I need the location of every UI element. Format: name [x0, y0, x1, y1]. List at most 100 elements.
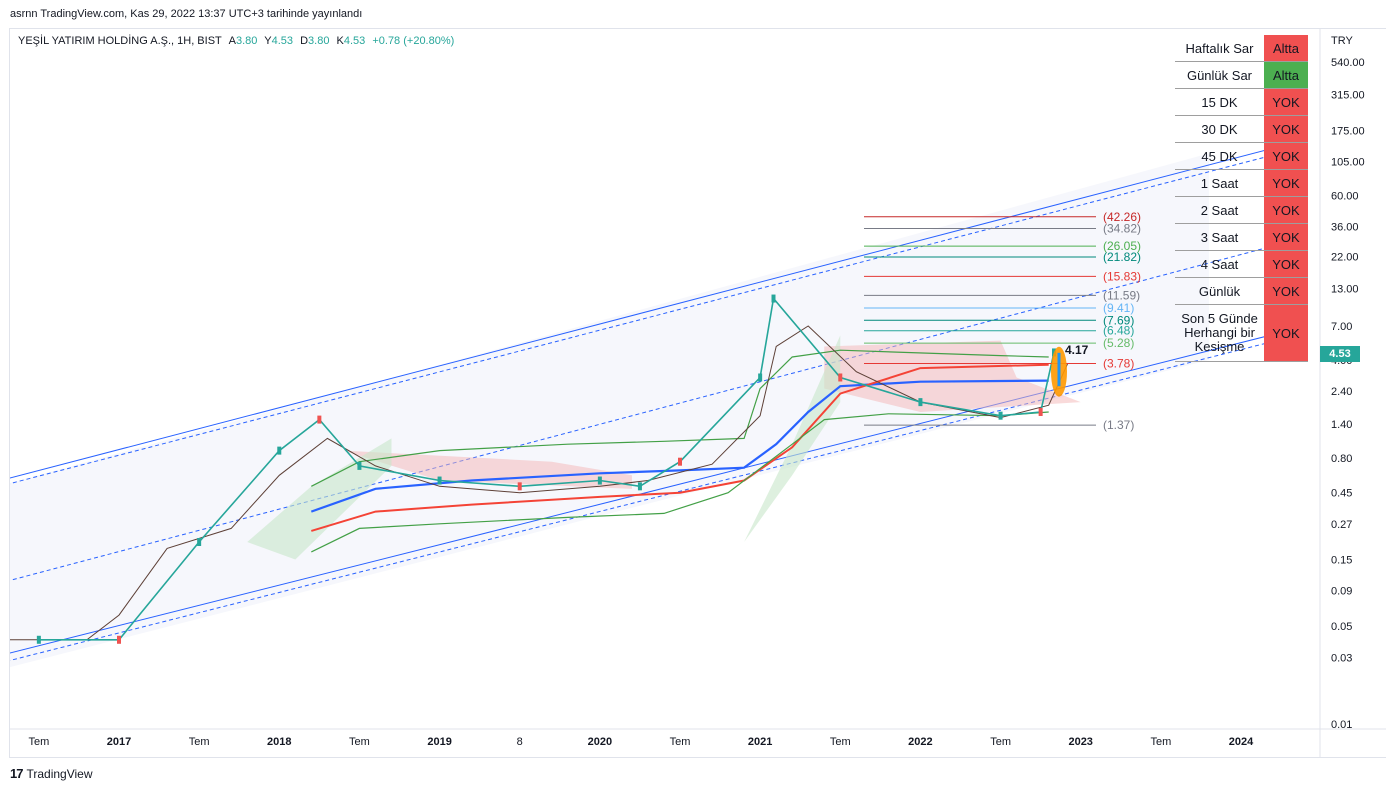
symbol-legend: YEŞİL YATIRIM HOLDİNG A.Ş., 1H, BIST A3.… [18, 35, 458, 47]
price-candle [1038, 407, 1043, 416]
signal-status: YOK [1264, 169, 1308, 197]
signal-row: 1 Saat YOK [1175, 169, 1308, 197]
fib-level-label: (42.26) [1103, 210, 1141, 224]
price-candle [597, 476, 602, 485]
signal-row: 4 Saat YOK [1175, 250, 1308, 278]
fib-level-label: (6.48) [1103, 324, 1134, 338]
price-candle [918, 398, 923, 407]
price-tick-label: 175.00 [1331, 126, 1365, 138]
last-price-tag: 4.53 [1320, 346, 1360, 362]
price-candle [277, 446, 282, 455]
time-tick-label: Tem [29, 736, 50, 748]
tradingview-logo-icon[interactable]: 17 [10, 766, 24, 781]
signal-name: 1 Saat [1175, 169, 1264, 197]
signal-name: 15 DK [1175, 88, 1264, 116]
price-tick-label: 2.40 [1331, 386, 1352, 398]
high-value: 4.53 [271, 35, 294, 47]
price-tick-label: 7.00 [1331, 321, 1352, 333]
price-candle [637, 482, 642, 491]
price-candle [678, 457, 682, 466]
time-tick-label: 8 [517, 736, 523, 748]
price-tick-label: 13.00 [1331, 283, 1359, 295]
signal-status: YOK [1264, 88, 1308, 116]
price-tick-label: 0.15 [1331, 555, 1352, 567]
time-tick-label: 2020 [588, 736, 612, 748]
signal-name: Haftalık Sar [1175, 35, 1264, 62]
price-candle [998, 411, 1003, 420]
price-tick-label: 540.00 [1331, 57, 1365, 69]
time-tick-label: 2017 [107, 736, 131, 748]
signal-status: YOK [1264, 277, 1308, 305]
signal-row: Haftalık Sar Altta [1175, 35, 1308, 62]
fib-level-label: (15.83) [1103, 269, 1141, 283]
change-value: +0.78 (+20.80%) [372, 35, 455, 47]
time-tick-label: 2019 [427, 736, 451, 748]
low-value: 3.80 [308, 35, 330, 47]
signal-table: Haftalık Sar Altta Günlük Sar Altta 15 DK YOK… [1175, 35, 1308, 362]
price-tick-label: 1.40 [1331, 419, 1352, 431]
signal-status: YOK [1264, 223, 1308, 251]
price-tick-label: 105.00 [1331, 157, 1365, 169]
price-tick-label: 0.01 [1331, 719, 1352, 731]
fib-level-label: (5.28) [1103, 336, 1134, 350]
time-tick-label: 2023 [1068, 736, 1092, 748]
fib-level-label: (7.69) [1103, 313, 1134, 327]
footer: 17 TradingView [10, 766, 93, 781]
cloud-red [343, 450, 632, 489]
signal-row: 2 Saat YOK [1175, 196, 1308, 224]
time-tick-label: Tem [670, 736, 691, 748]
price-candle [317, 415, 322, 424]
band-upper [311, 349, 1049, 487]
open-label: A [228, 35, 236, 47]
annotation-label: 4.17 [1065, 343, 1089, 357]
price-candle [838, 373, 843, 382]
band-lower [311, 411, 1049, 553]
footer-brand[interactable]: TradingView [26, 766, 93, 781]
fib-level-label: (11.59) [1103, 288, 1140, 302]
signal-status: YOK [1264, 196, 1308, 224]
cloud-green [247, 438, 392, 560]
close-value: 4.53 [343, 35, 366, 47]
channel-lower-dash [10, 336, 1290, 661]
signal-status: Altta [1264, 61, 1308, 89]
price-tick-label: 0.05 [1331, 621, 1352, 633]
price-tick-label: 0.27 [1331, 519, 1352, 531]
signal-name: Son 5 Günde Herhangi bir Kesişme [1175, 304, 1264, 362]
signal-name: 4 Saat [1175, 250, 1264, 278]
close-label: K [336, 35, 344, 47]
published-note: asrnn TradingView.com, Kas 29, 2022 13:3… [10, 8, 363, 20]
price-candle [437, 476, 442, 485]
price-candle [357, 461, 362, 470]
price-line [38, 296, 1055, 641]
ma-red [311, 363, 1049, 532]
price-tick-label: 36.00 [1331, 222, 1359, 234]
signal-name: 2 Saat [1175, 196, 1264, 224]
time-tick-label: Tem [349, 736, 370, 748]
fib-level-label: (34.82) [1103, 222, 1141, 236]
time-tick-label: 2018 [267, 736, 291, 748]
price-candle [517, 482, 522, 491]
fib-level-label: (1.37) [1103, 418, 1134, 432]
price-candle [117, 635, 121, 644]
signal-name: Günlük [1175, 277, 1264, 305]
signal-name: 45 DK [1175, 142, 1264, 170]
time-tick-label: 2024 [1229, 736, 1254, 748]
time-tick-label: 2021 [748, 736, 772, 748]
channel-fill [10, 153, 1209, 668]
time-tick-label: 2022 [908, 736, 932, 748]
signal-row: Günlük YOK [1175, 277, 1308, 305]
price-tick-label: 0.45 [1331, 488, 1352, 500]
time-tick-label: Tem [1151, 736, 1172, 748]
time-tick-label: Tem [830, 736, 851, 748]
price-tick-label: 0.09 [1331, 586, 1352, 598]
high-label: Y [264, 35, 272, 47]
channel-mid-dash [10, 241, 1290, 581]
price-tick-label: 60.00 [1331, 191, 1359, 203]
cloud-red-2 [824, 340, 1081, 412]
signal-status: YOK [1264, 142, 1308, 170]
signal-status: YOK [1264, 250, 1308, 278]
chart-frame[interactable] [9, 28, 1386, 758]
signal-row: 3 Saat YOK [1175, 223, 1308, 251]
price-candle [36, 635, 41, 644]
